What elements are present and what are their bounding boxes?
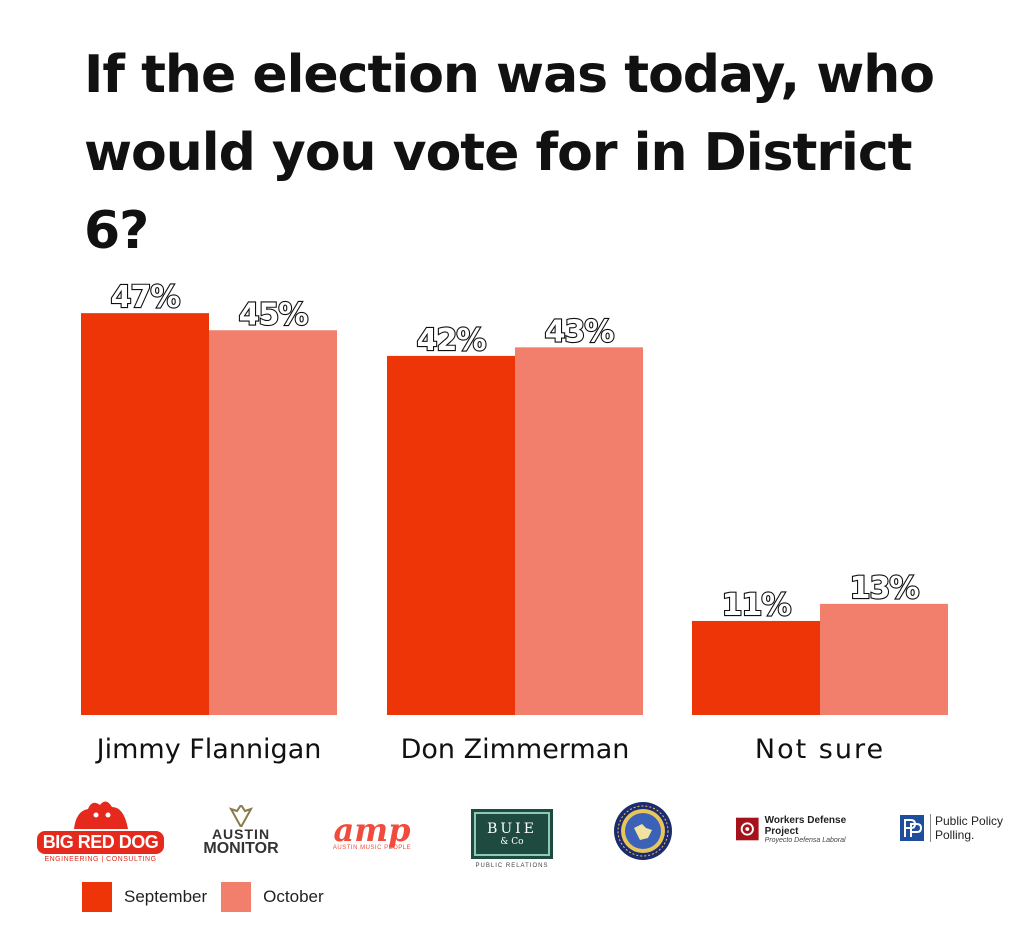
legend-swatch-september bbox=[82, 882, 112, 912]
austin-monitor-line2: MONITOR bbox=[203, 840, 279, 857]
wdp-name: Workers Defense Project bbox=[764, 814, 847, 837]
category-label-2: Don Zimmerman bbox=[401, 734, 630, 765]
wdp-tagline: Proyecto Defensa Laboral bbox=[764, 836, 846, 844]
pp-icon bbox=[900, 815, 924, 841]
buie-box: BUIE & Co bbox=[471, 809, 553, 859]
buie-co: & Co bbox=[500, 837, 524, 847]
wdp-icon bbox=[736, 817, 759, 841]
chart-title: If the election was today, who would you… bbox=[84, 45, 935, 261]
data-label-october-1: 45% bbox=[239, 297, 309, 332]
bar-chart: 47% 45% Jimmy Flannigan 42% 43% Don Zimmerman… bbox=[81, 279, 948, 765]
amp-name: amp bbox=[333, 811, 411, 849]
bar-september-3 bbox=[692, 620, 820, 715]
legend-label-october: October bbox=[263, 887, 324, 906]
data-label-october-3: 13% bbox=[850, 571, 920, 606]
amp-tagline: AUSTIN MUSIC PEOPLE bbox=[332, 845, 412, 851]
bar-october-1 bbox=[209, 330, 337, 715]
big-red-dog-tagline: ENGINEERING | CONSULTING bbox=[44, 856, 157, 863]
ppp-line1: Public Policy bbox=[935, 814, 1004, 828]
big-red-dog-name: BIG RED DOG bbox=[36, 831, 165, 854]
wings-icon bbox=[228, 805, 254, 827]
buie-tagline: PUBLIC RELATIONS bbox=[475, 863, 549, 869]
buie-logo: BUIE & Co PUBLIC RELATIONS bbox=[470, 804, 554, 874]
texas-seal-icon bbox=[614, 802, 672, 860]
category-label-1: Jimmy Flannigan bbox=[95, 734, 322, 765]
bar-september-1 bbox=[81, 313, 209, 715]
austin-monitor-line1: AUSTIN bbox=[211, 826, 271, 842]
austin-monitor-logo: AUSTIN MONITOR bbox=[196, 798, 286, 864]
data-label-september-2: 42% bbox=[417, 323, 487, 358]
bar-october-3 bbox=[820, 603, 948, 715]
category-label-3: Not sure bbox=[755, 734, 885, 765]
buie-name: BUIE bbox=[487, 821, 537, 837]
sponsor-logos: BIG RED DOG ENGINEERING | CONSULTING AUS… bbox=[0, 790, 1024, 880]
dog-icon bbox=[73, 801, 128, 829]
ppp-line2: Polling. bbox=[935, 828, 975, 842]
bar-october-2 bbox=[515, 347, 643, 715]
bar-september-2 bbox=[387, 355, 515, 715]
amp-logo: amp AUSTIN MUSIC PEOPLE bbox=[312, 808, 432, 858]
data-label-october-2: 43% bbox=[545, 314, 615, 349]
data-label-september-3: 11% bbox=[722, 588, 792, 623]
ppp-logo: Public Policy Polling. bbox=[900, 808, 1015, 848]
chart-legend: September October bbox=[82, 880, 338, 914]
workers-defense-logo: Workers Defense Project Proyecto Defensa… bbox=[736, 812, 876, 846]
data-label-september-1: 47% bbox=[111, 280, 181, 315]
big-red-dog-logo: BIG RED DOG ENGINEERING | CONSULTING bbox=[28, 790, 173, 870]
legend-swatch-october bbox=[221, 882, 252, 912]
texas-seal-logo bbox=[612, 800, 674, 862]
legend-label-september: September bbox=[124, 887, 208, 906]
